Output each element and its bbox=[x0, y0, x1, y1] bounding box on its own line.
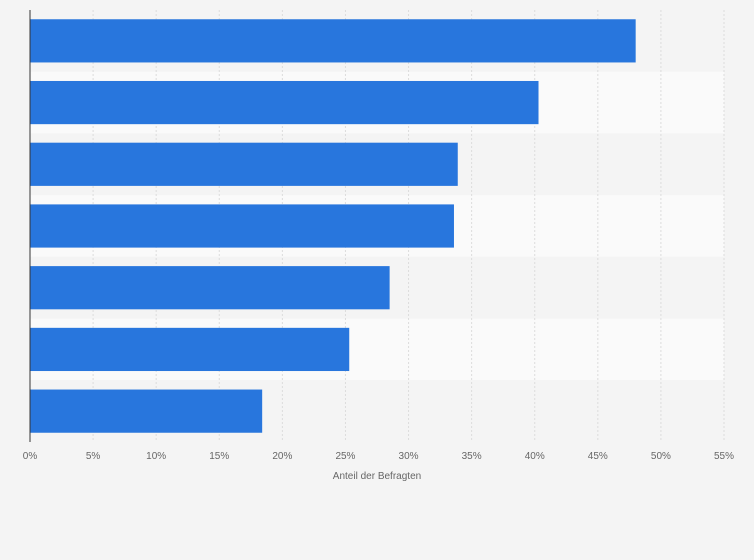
x-tick-label: 25% bbox=[335, 451, 355, 462]
bars bbox=[30, 19, 636, 433]
bar bbox=[30, 80, 539, 125]
x-axis-ticks: 0% 5% 10% 15% 20% 25% 30% 35% 40% 45% 50% 55% bbox=[23, 451, 734, 462]
x-axis-title: Anteil der Befragten bbox=[333, 471, 421, 482]
x-tick-label: 20% bbox=[272, 451, 292, 462]
bar bbox=[30, 389, 263, 433]
x-tick-label: 45% bbox=[588, 451, 608, 462]
x-tick-label: 50% bbox=[651, 451, 671, 462]
x-tick-label: 35% bbox=[462, 451, 482, 462]
x-tick-label: 40% bbox=[525, 451, 545, 462]
x-tick-label: 15% bbox=[209, 451, 229, 462]
x-tick-label: 55% bbox=[714, 451, 734, 462]
x-tick-label: 5% bbox=[86, 451, 101, 462]
x-tick-label: 0% bbox=[23, 451, 38, 462]
bar bbox=[30, 204, 454, 248]
bar bbox=[30, 266, 390, 310]
bar bbox=[30, 19, 636, 63]
bar bbox=[30, 142, 458, 186]
bar bbox=[30, 327, 350, 372]
x-tick-label: 30% bbox=[399, 451, 419, 462]
x-tick-label: 10% bbox=[146, 451, 166, 462]
